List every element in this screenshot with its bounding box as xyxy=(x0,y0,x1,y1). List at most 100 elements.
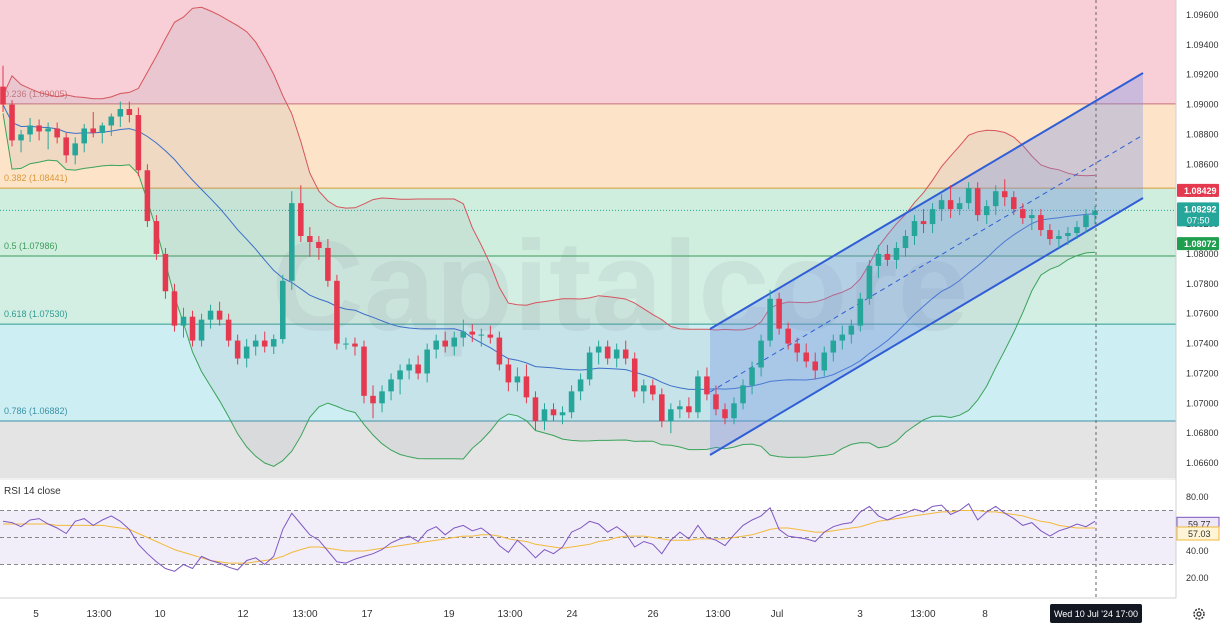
candle-body xyxy=(1074,227,1080,234)
candle-body xyxy=(1020,209,1026,219)
candle-body xyxy=(713,394,719,410)
time-tick-label: 5 xyxy=(33,609,39,620)
candle-body xyxy=(640,385,647,392)
rsi-tick-label: 20.00 xyxy=(1186,573,1209,583)
time-tick-label: 26 xyxy=(647,609,659,620)
crosshair-time-tag xyxy=(1050,604,1142,623)
candle-body xyxy=(289,203,295,281)
candle-body xyxy=(72,143,78,156)
time-tick-label: 19 xyxy=(443,609,455,620)
candle-body xyxy=(631,358,638,392)
time-axis-background xyxy=(0,578,1176,625)
candle-body xyxy=(433,340,439,350)
candle-body xyxy=(496,337,503,365)
candle-body xyxy=(279,280,286,340)
candle-body xyxy=(334,280,340,344)
gear-icon-outer xyxy=(1193,608,1205,620)
candle-body xyxy=(956,203,963,210)
time-tick-label: 10 xyxy=(154,609,166,620)
fib-level-label: 0.618 (1.07530) xyxy=(4,309,68,319)
channel-mid-line xyxy=(709,134,1144,393)
candle-body xyxy=(27,125,33,135)
candle-body xyxy=(135,115,142,171)
candle-body xyxy=(812,361,819,371)
candle-body xyxy=(722,409,728,419)
fib-level-label: 0.5 (1.07986) xyxy=(4,241,58,251)
candle-body xyxy=(424,349,430,374)
candle-body xyxy=(613,349,620,359)
candle-body xyxy=(659,394,665,422)
price-tick-label: 1.09200 xyxy=(1186,70,1219,80)
candle-body xyxy=(162,253,169,292)
candle-body xyxy=(307,236,313,242)
candle-body xyxy=(803,352,809,362)
candle-body xyxy=(577,379,584,392)
candle-body xyxy=(1056,236,1062,239)
price-tick-label: 1.07400 xyxy=(1186,339,1219,349)
candle-body xyxy=(442,340,448,347)
candle-body xyxy=(668,409,674,422)
candle-body xyxy=(225,319,232,341)
candle-body xyxy=(270,339,277,347)
candle-body xyxy=(929,209,936,225)
candle-body xyxy=(234,340,241,359)
price-tick-label: 1.07200 xyxy=(1186,368,1219,378)
candle-body xyxy=(677,406,683,410)
price-tick-label: 1.09600 xyxy=(1186,10,1219,20)
candle-body xyxy=(559,412,566,416)
candle-body xyxy=(451,337,458,347)
candle-body xyxy=(938,200,945,210)
price-tick-label: 1.07600 xyxy=(1186,309,1219,319)
candle-body xyxy=(460,331,467,338)
fib-zone xyxy=(0,420,1176,478)
candle-body xyxy=(415,364,421,374)
price-tick-label: 1.08000 xyxy=(1186,249,1219,259)
candle-body xyxy=(848,325,855,335)
bollinger-upper xyxy=(2,6,1096,331)
candle-body xyxy=(397,370,403,380)
candle-body xyxy=(1011,197,1017,210)
candle-body xyxy=(153,221,160,254)
candle-body xyxy=(749,367,755,386)
candle-body xyxy=(1065,233,1071,237)
candle-body xyxy=(514,376,521,383)
candle-body xyxy=(316,241,322,248)
candle-body xyxy=(532,397,539,422)
candle-body xyxy=(171,291,178,326)
rsi-value-label: 59.77 xyxy=(1188,519,1211,529)
candle-body xyxy=(505,364,512,383)
candle-body xyxy=(117,109,124,117)
fib-zone xyxy=(0,103,1176,189)
candle-body xyxy=(884,253,891,260)
candle-body xyxy=(63,137,69,156)
time-tick-label: 8 xyxy=(982,609,988,620)
fib-zone xyxy=(0,256,1176,325)
gear-icon[interactable] xyxy=(1193,608,1205,620)
candle-body xyxy=(974,188,981,216)
candle-body xyxy=(992,191,999,207)
candle-body xyxy=(794,343,800,353)
price-tick-label: 1.08600 xyxy=(1186,159,1219,169)
candle-body xyxy=(740,385,746,404)
candle-body xyxy=(785,328,791,344)
time-tick-label: 13:00 xyxy=(910,609,935,620)
candle-body xyxy=(325,247,331,281)
rsi-line xyxy=(2,503,1096,572)
time-tick-label: 13:00 xyxy=(705,609,730,620)
candle-body xyxy=(821,352,828,371)
bollinger-lower xyxy=(2,113,1096,467)
candle-body xyxy=(983,206,990,216)
candle-body xyxy=(731,403,737,419)
candle-body xyxy=(370,395,376,404)
candle-body xyxy=(1092,210,1098,216)
candle-body xyxy=(568,391,575,413)
candle-body xyxy=(857,298,864,326)
time-tick-label: Jul xyxy=(771,609,784,620)
candle-body xyxy=(487,334,494,338)
candle-body xyxy=(695,376,701,413)
fib-zone xyxy=(0,0,1176,104)
candle-body xyxy=(0,86,6,105)
candle-body xyxy=(379,391,385,404)
